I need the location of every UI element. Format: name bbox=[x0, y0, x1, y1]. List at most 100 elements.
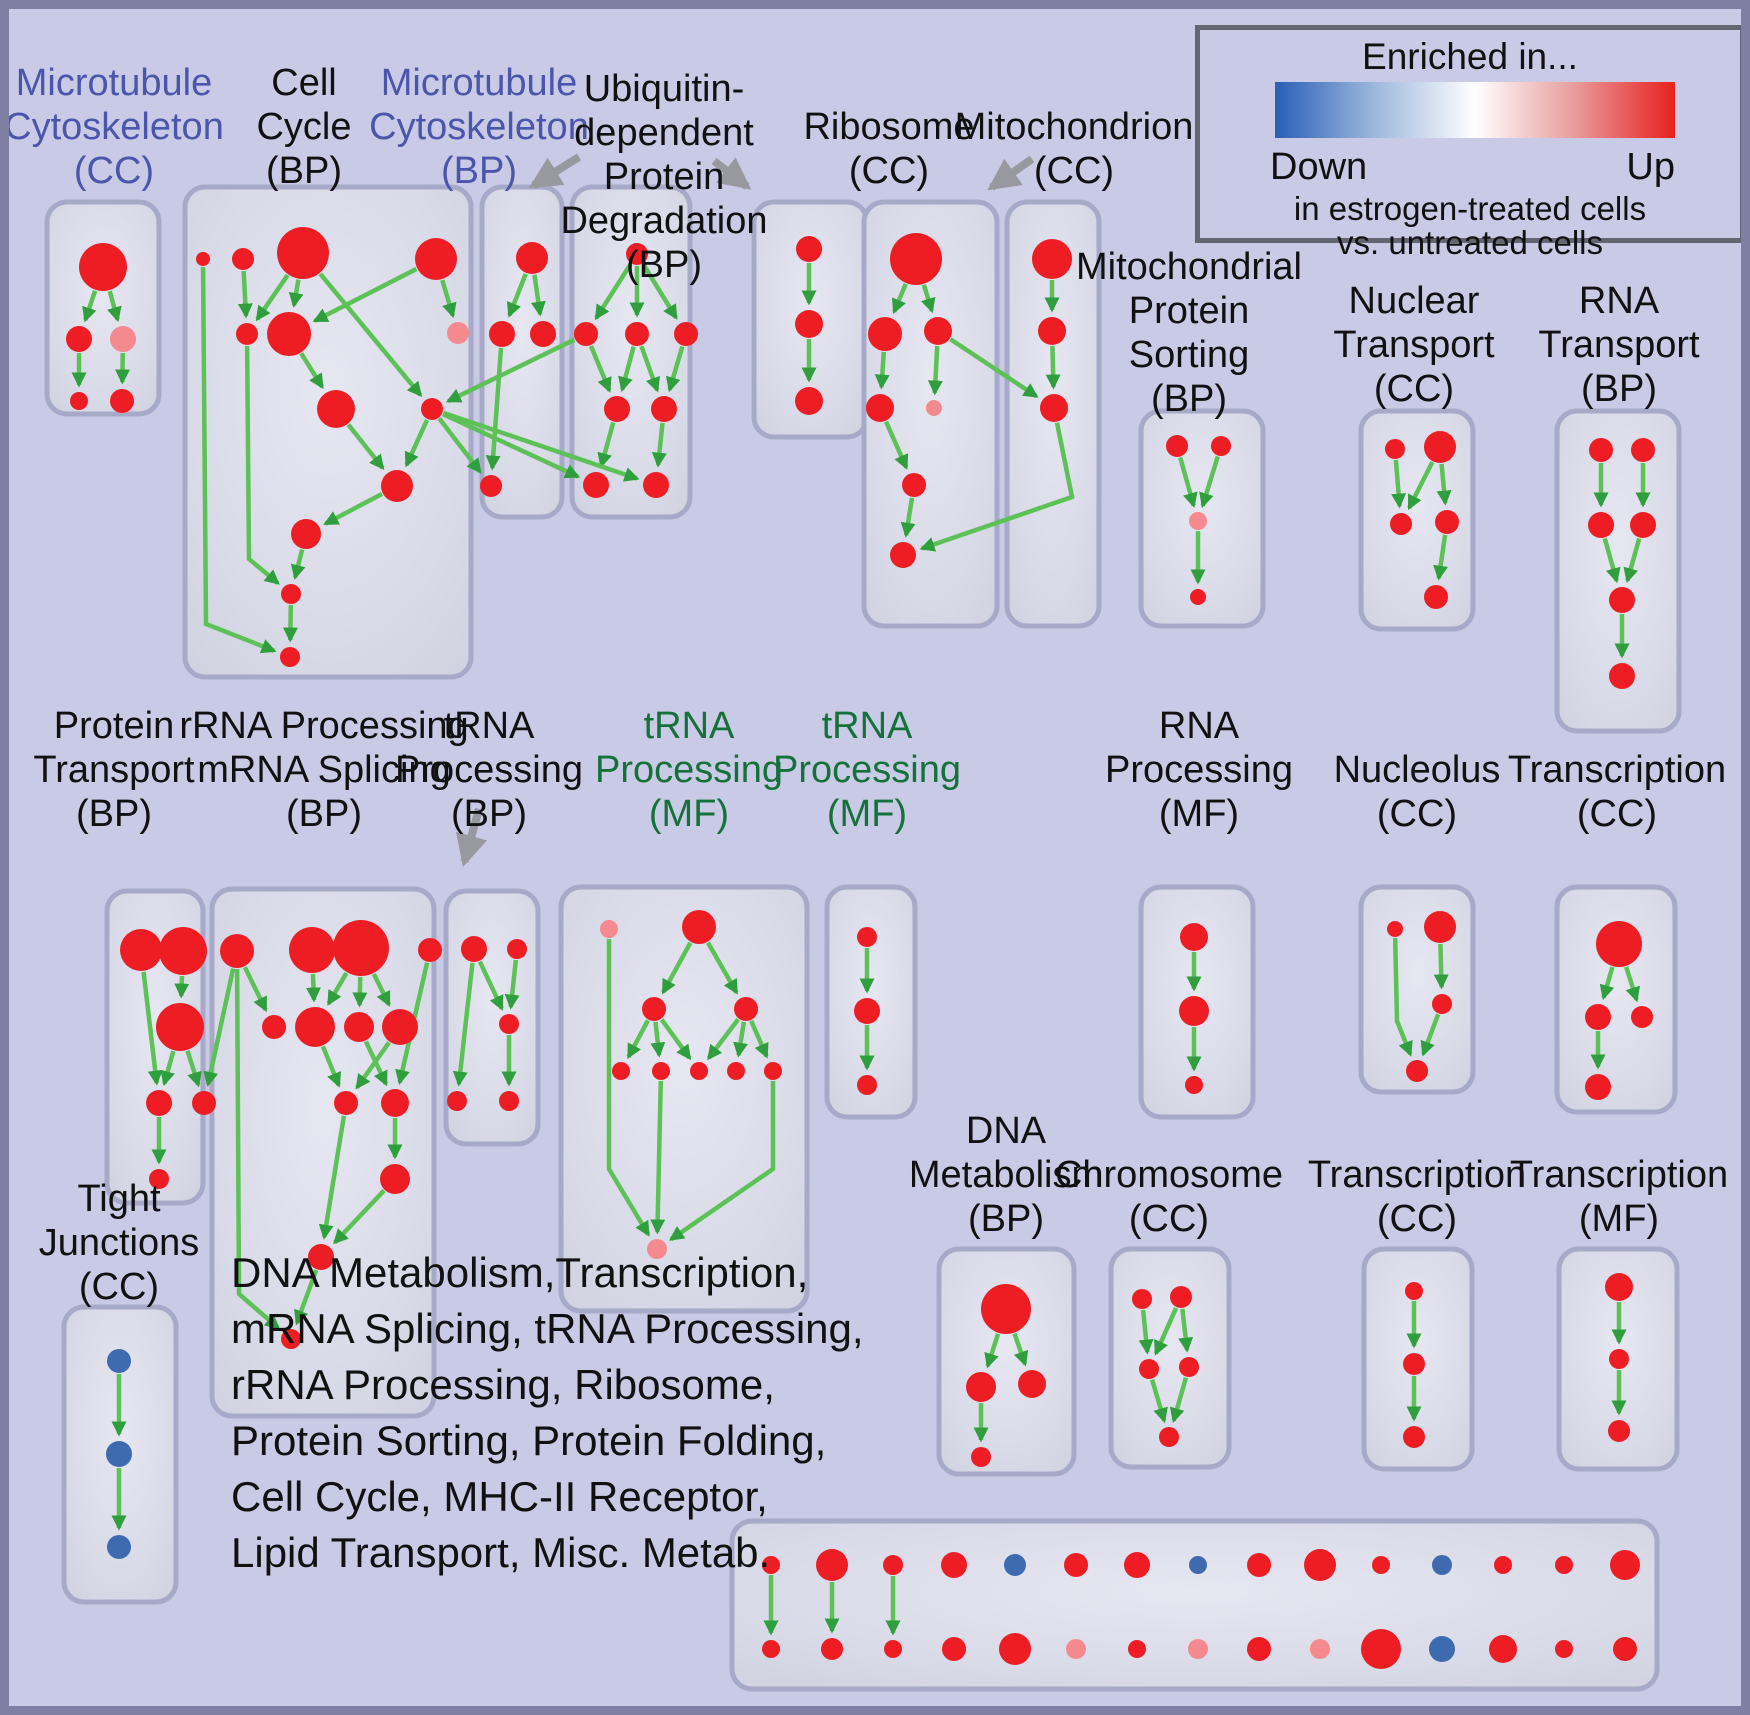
edge-arrow bbox=[530, 274, 546, 317]
go-term-node-red bbox=[981, 1284, 1031, 1334]
go-term-node-red bbox=[942, 1637, 966, 1661]
go-term-node-red bbox=[690, 1062, 708, 1080]
edge-arrow bbox=[1436, 463, 1452, 506]
go-term-node-red bbox=[507, 939, 527, 959]
go-term-node-pink bbox=[1189, 512, 1207, 530]
edge-arrow bbox=[706, 1018, 740, 1061]
edge-arrow bbox=[352, 976, 368, 1008]
go-term-node-red bbox=[447, 1091, 467, 1111]
go-term-node-pink bbox=[447, 322, 469, 344]
go-term-node-red bbox=[1132, 1289, 1152, 1309]
go-term-node-blue bbox=[106, 1441, 132, 1467]
go-term-node-red bbox=[764, 1062, 782, 1080]
edge-arrow bbox=[1392, 937, 1413, 1057]
edge-arrow bbox=[445, 337, 576, 404]
go-term-node-red bbox=[890, 233, 942, 285]
go-term-node-pink bbox=[926, 400, 942, 416]
go-term-node-red bbox=[574, 322, 598, 346]
edge-arrow bbox=[1420, 1013, 1441, 1057]
go-term-node-red bbox=[516, 242, 548, 274]
edge-arrow bbox=[440, 279, 457, 319]
edge-arrow bbox=[705, 941, 739, 995]
go-term-node-red bbox=[295, 1007, 335, 1047]
edge-arrow bbox=[203, 968, 236, 1087]
edge-arrow bbox=[371, 973, 391, 1007]
go-term-node-red bbox=[1387, 921, 1403, 937]
label-pointer-arrow bbox=[528, 153, 582, 189]
edge-arrow bbox=[1012, 1332, 1029, 1367]
edge-arrow bbox=[452, 962, 475, 1087]
go-term-node-red bbox=[220, 934, 254, 968]
go-term-node-red bbox=[1406, 1060, 1428, 1082]
edge-arrow bbox=[363, 1040, 389, 1087]
go-term-node-red bbox=[461, 936, 487, 962]
go-term-node-red bbox=[277, 227, 329, 279]
go-term-node-red bbox=[380, 1164, 410, 1194]
group-box-transcription-cc-1 bbox=[1554, 884, 1678, 1115]
edge-arrow bbox=[1178, 456, 1198, 509]
go-term-node-red bbox=[421, 398, 443, 420]
summary-text-line: Cell Cycle, MHC-II Receptor, bbox=[231, 1473, 768, 1520]
go-term-node-blue bbox=[107, 1535, 131, 1559]
go-term-node-red bbox=[1018, 1370, 1046, 1398]
edge-arrow bbox=[927, 345, 943, 396]
go-term-node-red bbox=[971, 1447, 991, 1467]
go-term-node-red bbox=[1403, 1353, 1425, 1375]
edge-arrow bbox=[639, 345, 661, 393]
edge-arrow bbox=[892, 283, 908, 315]
go-term-node-red bbox=[924, 317, 952, 345]
go-term-node-red bbox=[236, 323, 258, 345]
edge-arrow bbox=[312, 266, 418, 323]
go-term-node-red bbox=[612, 1062, 630, 1080]
edge-arrow bbox=[477, 960, 504, 1011]
edge-arrow bbox=[1149, 1378, 1168, 1424]
edge-arrow bbox=[874, 351, 890, 390]
edge-arrow bbox=[665, 345, 685, 393]
go-term-node-red bbox=[762, 1556, 780, 1574]
go-term-node-red bbox=[1304, 1549, 1336, 1581]
legend-title: Enriched in... bbox=[1362, 36, 1578, 77]
go-term-node-blue bbox=[1004, 1554, 1026, 1576]
edge-arrow bbox=[588, 345, 612, 393]
edge-arrow bbox=[1391, 459, 1407, 509]
edge-arrow bbox=[290, 548, 306, 580]
edge-arrow bbox=[661, 941, 693, 995]
go-term-node-red bbox=[1361, 1629, 1401, 1669]
go-term-node-red bbox=[941, 1552, 967, 1578]
go-term-node-red bbox=[344, 1012, 374, 1042]
go-term-node-pink bbox=[110, 326, 136, 352]
go-term-node-red bbox=[381, 1089, 409, 1117]
go-term-node-red bbox=[1064, 1553, 1088, 1577]
edge-arrow bbox=[1153, 1307, 1179, 1356]
label-pointer-arrow bbox=[711, 157, 752, 190]
edge-arrow bbox=[160, 1050, 176, 1087]
go-term-node-red bbox=[890, 542, 916, 568]
go-term-node-red bbox=[267, 312, 311, 356]
edge-arrow bbox=[1433, 943, 1449, 990]
edge-arrow bbox=[1045, 345, 1061, 390]
go-term-node-pink bbox=[600, 920, 618, 938]
go-term-node-red bbox=[1185, 1076, 1203, 1094]
go-term-node-red bbox=[1489, 1635, 1517, 1663]
edge-arrow bbox=[299, 352, 325, 390]
edge-arrow bbox=[320, 1045, 342, 1088]
go-term-node-red bbox=[149, 1169, 169, 1189]
go-term-node-red bbox=[1585, 1004, 1611, 1030]
summary-text-line: Lipid Transport, Misc. Metab. bbox=[231, 1529, 771, 1576]
go-term-node-red bbox=[674, 322, 698, 346]
edge-arrow bbox=[504, 959, 520, 1010]
go-term-node-red bbox=[1247, 1637, 1271, 1661]
go-term-node-red bbox=[1585, 1074, 1611, 1100]
edge-arrow bbox=[437, 417, 482, 474]
go-term-node-red bbox=[381, 470, 413, 502]
go-term-node-red bbox=[883, 1555, 903, 1575]
summary-text-line: rRNA Processing, Ribosome, bbox=[231, 1361, 775, 1408]
go-term-node-red bbox=[583, 472, 609, 498]
annotation-arrows-layer bbox=[456, 153, 1035, 868]
edge-arrow bbox=[733, 1021, 748, 1058]
edge-arrow bbox=[485, 347, 504, 471]
edge-arrow bbox=[1138, 1309, 1154, 1355]
go-term-node-red bbox=[530, 321, 556, 347]
go-term-node-red bbox=[626, 243, 648, 265]
go-term-node-red bbox=[1179, 996, 1209, 1026]
